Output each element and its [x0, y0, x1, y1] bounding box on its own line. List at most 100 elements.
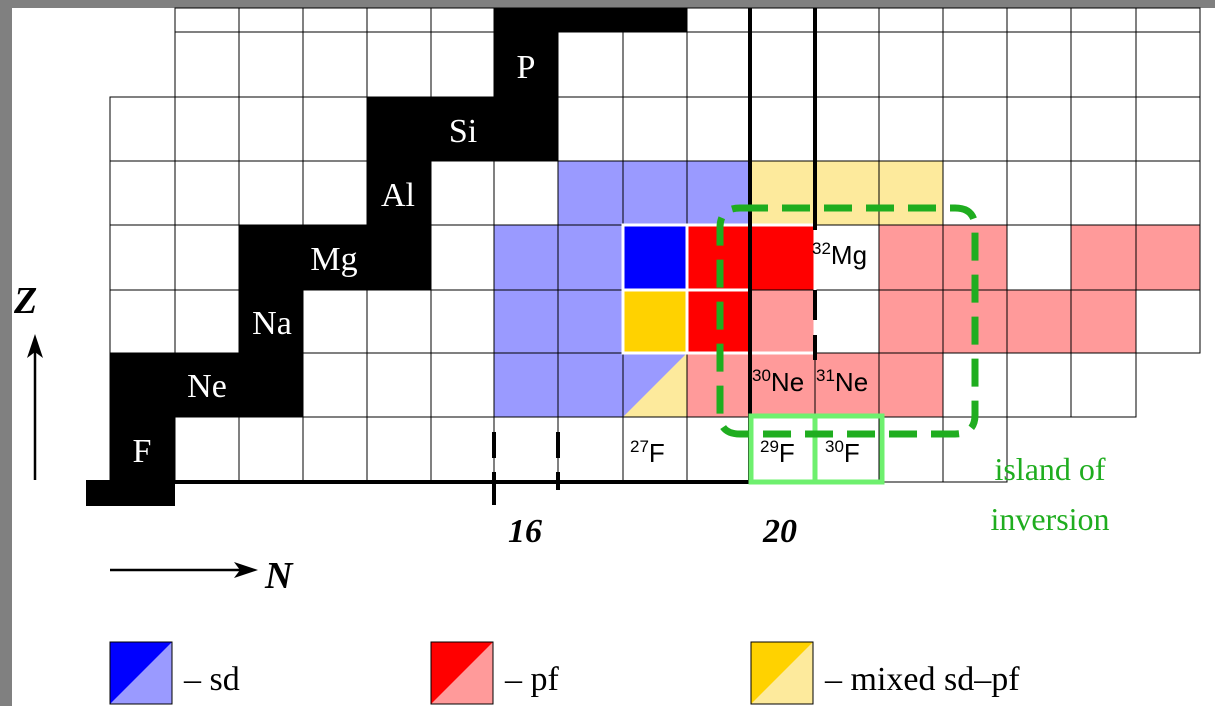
grid-cell	[109, 160, 176, 226]
isotope-label-32mg: 32Mg	[812, 239, 867, 270]
isotope-label-30ne: 30Ne	[752, 366, 804, 397]
grid-cell	[366, 31, 432, 98]
boundary-lines	[86, 8, 817, 505]
nuclide-cell-pf-light	[750, 290, 815, 353]
nuclide-cell-pf-light	[1071, 225, 1136, 290]
grid-cell	[493, 160, 559, 226]
grid-cell	[1070, 160, 1137, 226]
element-labels: F Ne Na Mg Al Si P	[133, 49, 536, 470]
nuclide-cell-sd-light	[494, 290, 558, 353]
grid-cell	[942, 31, 1008, 98]
grid-cell	[174, 31, 240, 98]
island-label-line1: island of	[994, 451, 1105, 487]
stable-block	[494, 32, 558, 97]
island-label-line2: inversion	[990, 501, 1109, 537]
element-label-mg: Mg	[310, 241, 357, 278]
grid-cell	[174, 224, 240, 291]
n-axis-label: N	[264, 555, 294, 597]
grid-cell	[749, 31, 816, 98]
grid-cell	[366, 416, 432, 483]
magic-number-20: 20	[762, 513, 797, 550]
grid-cell	[1006, 224, 1072, 291]
z-axis-label: Z	[13, 280, 37, 322]
grid-cell	[430, 7, 495, 33]
nuclide-cell-sd-light	[494, 353, 558, 417]
nuclide-cell-pf-light	[750, 353, 815, 417]
grid-cell	[1070, 7, 1137, 33]
grid-cell	[302, 96, 368, 162]
nuclide-cell-mixed-light	[750, 161, 815, 225]
grid-cell	[430, 224, 495, 291]
grid-cell	[174, 289, 240, 354]
stable-block	[239, 225, 431, 290]
element-label-al: Al	[381, 177, 415, 214]
n-axis: N	[110, 555, 294, 597]
grid-cell	[109, 224, 176, 291]
nuclide-cell-pf-light	[1071, 290, 1136, 353]
nuclide-cell-pf-light	[1007, 290, 1071, 353]
grid-cell	[493, 416, 559, 483]
grid-cell	[1006, 7, 1072, 33]
grid-cell	[814, 7, 880, 33]
stable-block	[367, 97, 558, 161]
grid-cell	[749, 7, 816, 33]
element-label-si: Si	[449, 113, 477, 150]
grid-cell	[430, 160, 495, 226]
grid-cell	[1006, 96, 1072, 162]
grid-cell	[557, 31, 624, 98]
magic-number-16: 16	[508, 513, 542, 550]
arrow-up-icon	[27, 334, 43, 358]
grid-cell	[238, 7, 304, 33]
nuclide-cell-sd-light	[623, 161, 687, 225]
stable-block	[86, 482, 175, 506]
legend-item: – mixed sd–pf	[750, 641, 1020, 705]
grid-cell	[366, 7, 432, 33]
nuclide-cell-sd-light	[558, 353, 623, 417]
grid-cell	[174, 7, 240, 33]
nuclide-cell-sd-dark	[623, 225, 687, 290]
grid-cell	[238, 160, 304, 226]
nuclide-cell-mixed-dark	[623, 290, 687, 353]
grid-cell	[878, 96, 944, 162]
nuclide-cell-pf-light	[815, 353, 879, 417]
grid-cell	[238, 416, 304, 483]
nuclide-cell-pf-dark	[750, 225, 815, 290]
nuclide-cell-pf-light	[1136, 225, 1200, 290]
stable-block	[110, 417, 175, 482]
grid-cell	[174, 416, 240, 483]
grid-cell	[109, 96, 176, 162]
z-axis: Z	[13, 280, 43, 480]
island-of-inversion-outline	[716, 204, 979, 438]
grid-cell	[366, 289, 432, 354]
stable-block	[239, 290, 303, 353]
grid-cell	[557, 416, 624, 483]
grid-cell	[686, 416, 751, 483]
arrow-right-icon	[234, 562, 258, 578]
grid-cell	[622, 31, 688, 98]
grid-cell	[686, 96, 751, 162]
isotope-boxes	[748, 413, 885, 485]
grid-cell	[238, 96, 304, 162]
isotope-label-29f: 29F	[760, 437, 795, 468]
nuclide-cell-pf-light	[879, 225, 943, 290]
grid-cell	[430, 352, 495, 418]
grid-cell	[109, 289, 176, 354]
grid-cell	[1135, 160, 1201, 226]
grid-cell	[302, 289, 368, 354]
nuclide-cell-sd-light	[558, 161, 623, 225]
isotope-label-31ne: 31Ne	[816, 366, 868, 397]
isotope-label-30f: 30F	[825, 437, 860, 468]
element-label-f: F	[133, 433, 152, 470]
nuclide-cell-sd-light	[687, 161, 750, 225]
grid-cell	[1006, 352, 1072, 418]
legend-item: – pf	[430, 641, 560, 705]
grid-cell	[302, 31, 368, 98]
grid-cell	[238, 31, 304, 98]
nuclide-cell-sd-light	[558, 290, 623, 353]
stable-isotopes	[86, 8, 687, 506]
nuclide-cell-sd-light	[494, 225, 558, 290]
grid-cell	[174, 96, 240, 162]
grid-cell	[1006, 31, 1072, 98]
grid-cell	[366, 352, 432, 418]
